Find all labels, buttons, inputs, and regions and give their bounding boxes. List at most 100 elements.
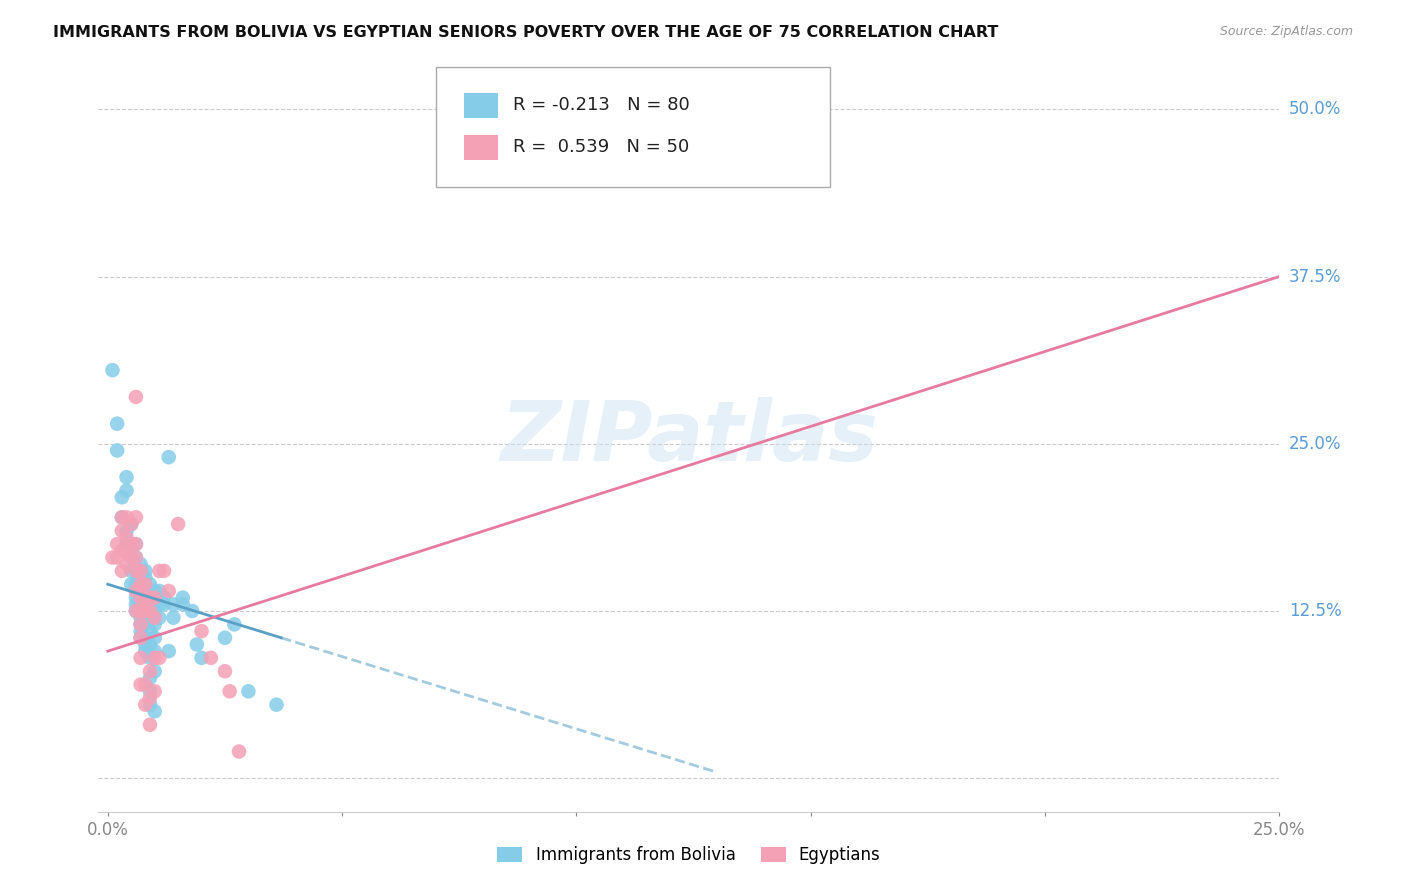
Point: [115, 530, 138, 544]
Point: [115, 557, 138, 572]
Legend: Immigrants from Bolivia, Egyptians: Immigrants from Bolivia, Egyptians: [491, 839, 887, 871]
Point: [125, 550, 148, 565]
Point: [105, 443, 128, 458]
Point: [120, 517, 142, 532]
Point: [157, 450, 180, 465]
Point: [143, 617, 166, 632]
Point: [659, 102, 682, 116]
Point: [134, 591, 156, 605]
Point: [134, 577, 156, 591]
Point: [134, 564, 156, 578]
Point: [172, 598, 194, 612]
Text: R = -0.213   N = 80: R = -0.213 N = 80: [513, 96, 690, 114]
Text: 12.5%: 12.5%: [1289, 602, 1341, 620]
Point: [139, 684, 162, 698]
Point: [148, 583, 170, 598]
Text: IMMIGRANTS FROM BOLIVIA VS EGYPTIAN SENIORS POVERTY OVER THE AGE OF 75 CORRELATI: IMMIGRANTS FROM BOLIVIA VS EGYPTIAN SENI…: [53, 25, 998, 40]
Point: [148, 564, 170, 578]
Text: 37.5%: 37.5%: [1289, 268, 1341, 285]
Point: [139, 651, 162, 665]
Point: [143, 684, 166, 698]
Point: [120, 550, 142, 565]
Point: [139, 664, 162, 679]
Point: [134, 631, 156, 645]
Point: [190, 624, 212, 639]
Point: [148, 651, 170, 665]
Point: [125, 577, 148, 591]
Point: [101, 363, 124, 377]
Point: [143, 598, 166, 612]
Point: [143, 651, 166, 665]
Text: ZIPatlas: ZIPatlas: [501, 397, 877, 477]
Point: [115, 537, 138, 551]
Point: [218, 684, 240, 698]
Point: [266, 698, 288, 712]
Point: [143, 644, 166, 658]
Point: [214, 664, 236, 679]
Point: [125, 591, 148, 605]
Point: [129, 598, 152, 612]
Point: [111, 510, 134, 524]
Point: [134, 598, 156, 612]
Point: [125, 537, 148, 551]
Point: [139, 717, 162, 731]
Point: [167, 517, 190, 532]
Point: [134, 637, 156, 651]
Point: [148, 598, 170, 612]
Point: [111, 543, 134, 558]
Point: [105, 417, 128, 431]
Point: [129, 651, 152, 665]
Text: 50.0%: 50.0%: [1289, 100, 1341, 119]
Point: [129, 604, 152, 618]
Point: [111, 524, 134, 538]
Text: R =  0.539   N = 50: R = 0.539 N = 50: [513, 138, 689, 156]
Point: [129, 591, 152, 605]
Point: [200, 651, 222, 665]
Point: [224, 617, 246, 632]
Point: [129, 577, 152, 591]
Point: [172, 591, 194, 605]
Point: [148, 611, 170, 625]
Point: [125, 537, 148, 551]
Point: [134, 591, 156, 605]
Point: [134, 611, 156, 625]
Point: [153, 591, 176, 605]
Point: [143, 604, 166, 618]
Point: [129, 557, 152, 572]
Point: [143, 591, 166, 605]
Point: [125, 604, 148, 618]
Point: [115, 470, 138, 484]
Point: [120, 517, 142, 532]
Point: [134, 577, 156, 591]
Point: [238, 684, 260, 698]
Point: [134, 571, 156, 585]
Point: [120, 537, 142, 551]
Point: [162, 611, 184, 625]
Point: [143, 631, 166, 645]
Point: [120, 550, 142, 565]
Point: [111, 510, 134, 524]
Point: [105, 537, 128, 551]
Point: [139, 577, 162, 591]
Point: [139, 637, 162, 651]
Point: [139, 671, 162, 685]
Point: [134, 698, 156, 712]
Point: [134, 678, 156, 692]
Point: [129, 564, 152, 578]
Point: [162, 598, 184, 612]
Point: [139, 604, 162, 618]
Point: [153, 598, 176, 612]
Point: [111, 491, 134, 505]
Point: [125, 564, 148, 578]
Point: [125, 550, 148, 565]
Text: Source: ZipAtlas.com: Source: ZipAtlas.com: [1219, 25, 1353, 38]
Point: [129, 631, 152, 645]
Point: [139, 698, 162, 712]
Point: [125, 598, 148, 612]
Point: [125, 604, 148, 618]
Point: [125, 564, 148, 578]
Point: [120, 537, 142, 551]
Point: [120, 577, 142, 591]
Point: [129, 571, 152, 585]
Point: [181, 604, 204, 618]
